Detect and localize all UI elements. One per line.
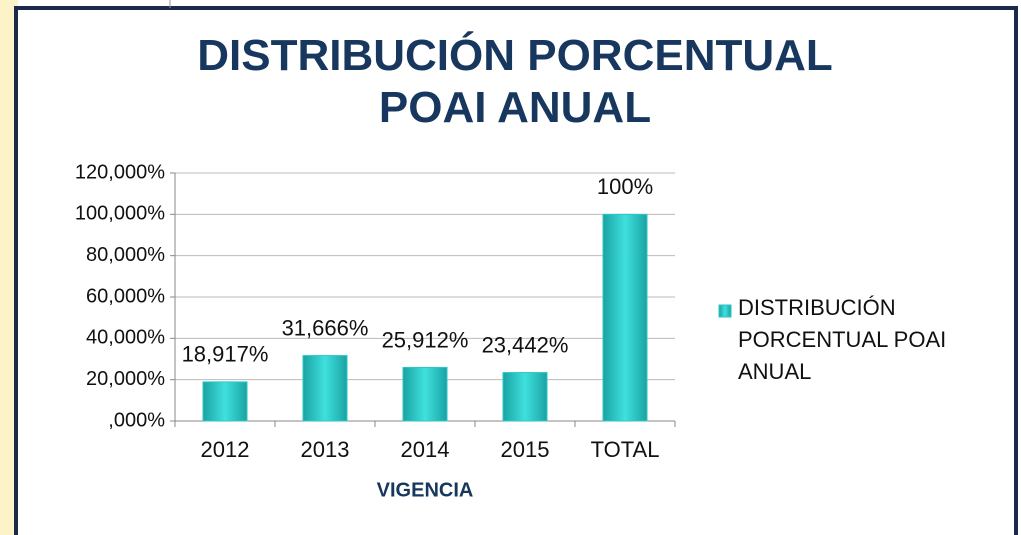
chart-title: DISTRIBUCIÓN PORCENTUAL POAI ANUAL	[197, 31, 833, 132]
chart-frame	[14, 6, 1018, 535]
data-label: 100%	[597, 174, 653, 199]
data-label: 23,442%	[482, 332, 569, 357]
bar	[402, 366, 448, 422]
y-tick-label: 40,000%	[86, 327, 165, 349]
bar	[502, 372, 548, 422]
legend-label: DISTRIBUCIÓN PORCENTUAL POAI ANUAL	[738, 295, 947, 384]
left-strip	[0, 0, 18, 535]
x-tick-label: TOTAL	[591, 437, 660, 462]
x-tick-label: 2012	[201, 437, 250, 462]
y-tick-label: 60,000%	[86, 285, 165, 307]
bar	[202, 381, 248, 422]
y-tick-label: 100,000%	[75, 203, 165, 225]
bar	[602, 213, 648, 422]
y-tick-label: 20,000%	[86, 368, 165, 390]
y-tick-label: 80,000%	[86, 244, 165, 266]
y-tick-label: 120,000%	[75, 161, 165, 183]
bar	[302, 355, 348, 422]
data-label: 18,917%	[182, 342, 269, 367]
x-axis-label: VIGENCIA	[377, 479, 474, 501]
legend-swatch	[718, 304, 732, 318]
x-tick-label: 2015	[501, 437, 550, 462]
y-tick-label: ,000%	[108, 409, 165, 431]
data-label: 25,912%	[382, 327, 469, 352]
x-tick-label: 2013	[301, 437, 350, 462]
x-tick-label: 2014	[401, 437, 450, 462]
data-label: 31,666%	[282, 315, 369, 340]
